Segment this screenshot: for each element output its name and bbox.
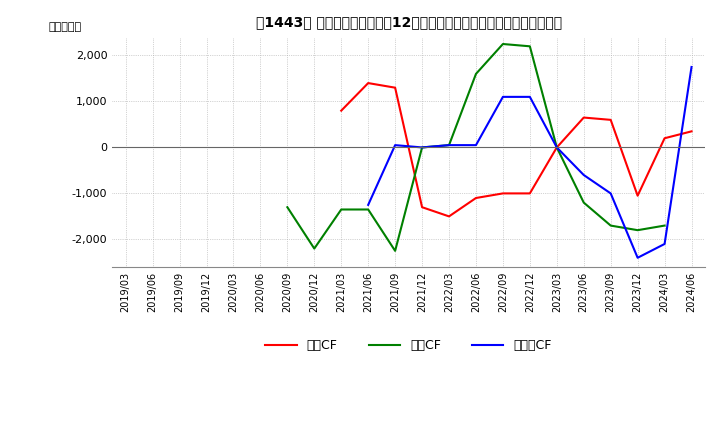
営業CF bbox=[498, 191, 507, 196]
フリーCF bbox=[526, 94, 534, 99]
営業CF bbox=[472, 195, 480, 201]
投資CF bbox=[634, 227, 642, 233]
フリーCF bbox=[391, 143, 400, 148]
Line: フリーCF: フリーCF bbox=[368, 67, 691, 258]
Line: 投資CF: 投資CF bbox=[287, 44, 665, 251]
投資CF bbox=[283, 205, 292, 210]
営業CF bbox=[526, 191, 534, 196]
営業CF bbox=[337, 108, 346, 114]
フリーCF bbox=[687, 64, 696, 70]
Y-axis label: （百万円）: （百万円） bbox=[48, 22, 81, 33]
投資CF bbox=[472, 71, 480, 77]
フリーCF bbox=[606, 191, 615, 196]
Legend: 営業CF, 投資CF, フリーCF: 営業CF, 投資CF, フリーCF bbox=[261, 334, 557, 357]
フリーCF bbox=[634, 255, 642, 260]
フリーCF bbox=[472, 143, 480, 148]
投資CF bbox=[418, 145, 426, 150]
投資CF bbox=[660, 223, 669, 228]
営業CF bbox=[634, 193, 642, 198]
営業CF bbox=[660, 136, 669, 141]
営業CF bbox=[391, 85, 400, 90]
投資CF bbox=[606, 223, 615, 228]
投資CF bbox=[552, 145, 561, 150]
投資CF bbox=[445, 143, 454, 148]
投資CF bbox=[337, 207, 346, 212]
投資CF bbox=[526, 44, 534, 49]
営業CF bbox=[687, 129, 696, 134]
投資CF bbox=[580, 200, 588, 205]
Line: 営業CF: 営業CF bbox=[341, 83, 691, 216]
フリーCF bbox=[660, 241, 669, 246]
投資CF bbox=[310, 246, 319, 251]
営業CF bbox=[418, 205, 426, 210]
営業CF bbox=[364, 81, 372, 86]
Title: 　1443、 キャッシュフローの12か月移動合計の対前年同期増減額の推移: 1443、 キャッシュフローの12か月移動合計の対前年同期増減額の推移 bbox=[256, 15, 562, 29]
投資CF bbox=[498, 41, 507, 47]
フリーCF bbox=[418, 145, 426, 150]
フリーCF bbox=[498, 94, 507, 99]
投資CF bbox=[364, 207, 372, 212]
営業CF bbox=[552, 145, 561, 150]
フリーCF bbox=[364, 202, 372, 208]
フリーCF bbox=[552, 145, 561, 150]
営業CF bbox=[606, 117, 615, 122]
投資CF bbox=[391, 248, 400, 253]
フリーCF bbox=[445, 143, 454, 148]
フリーCF bbox=[580, 172, 588, 178]
営業CF bbox=[445, 214, 454, 219]
営業CF bbox=[580, 115, 588, 120]
